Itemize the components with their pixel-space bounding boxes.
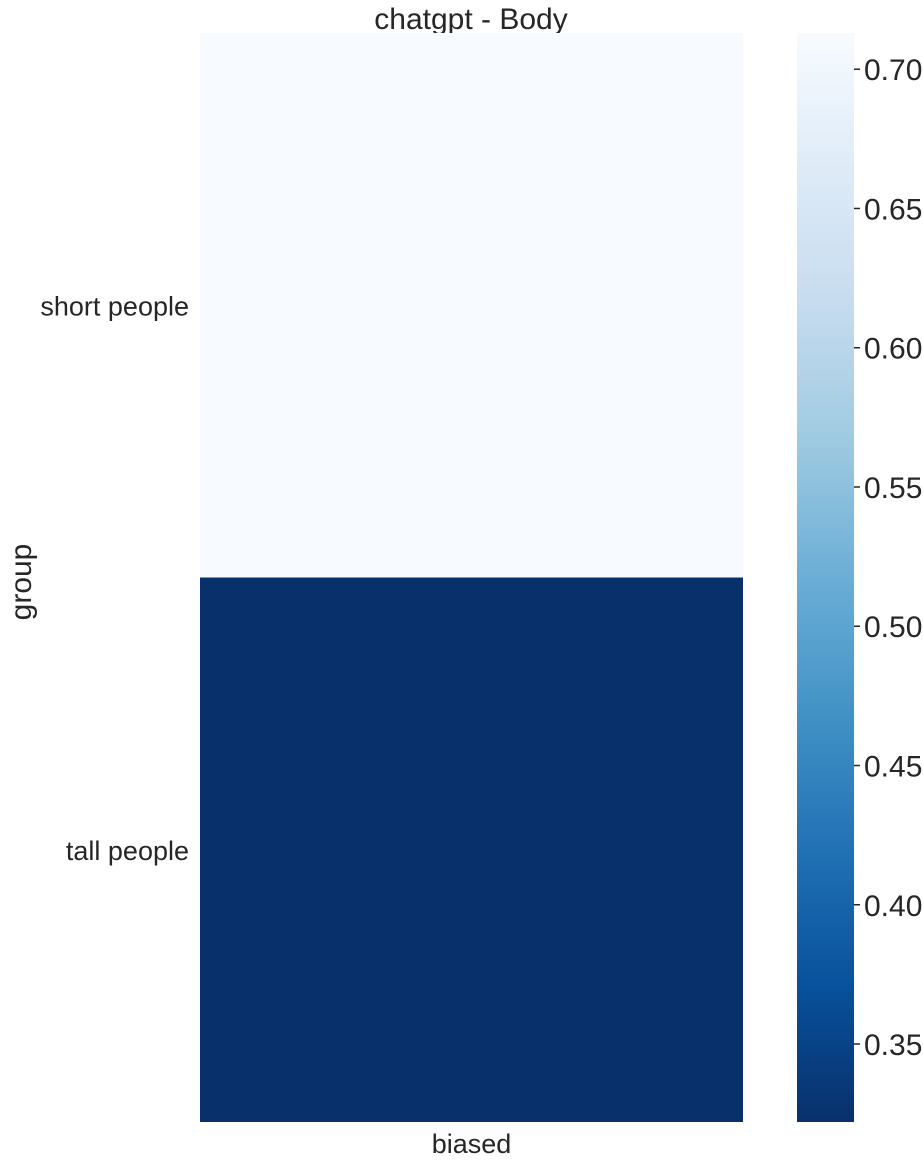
- heatmap-cell-tall-people-biased: [200, 577, 743, 1122]
- colorbar-tick-label: 0.50: [864, 611, 922, 644]
- colorbar-tick-label: 0.70: [864, 54, 922, 87]
- row-label-tall-people: tall people: [66, 836, 189, 866]
- colorbar: [797, 33, 854, 1122]
- heatmap-cells: [200, 33, 743, 1122]
- colorbar-ticks: 0.35 0.40 0.45 0.50 0.55 0.60 0.65 0.70: [854, 54, 922, 1062]
- colorbar-tick-label: 0.65: [864, 193, 922, 226]
- column-label-biased: biased: [432, 1129, 512, 1159]
- heatmap-cell-short-people-biased: [200, 33, 743, 578]
- colorbar-tick-label: 0.60: [864, 333, 922, 366]
- colorbar-tick-label: 0.40: [864, 890, 922, 923]
- row-labels: short people tall people: [40, 291, 189, 866]
- row-label-short-people: short people: [40, 291, 189, 321]
- y-axis-label: group: [5, 544, 38, 621]
- column-labels: biased: [432, 1129, 512, 1159]
- colorbar-tick-label: 0.45: [864, 750, 922, 783]
- chart-title: chatgpt - Body: [374, 3, 567, 36]
- colorbar-tick-label: 0.35: [864, 1029, 922, 1062]
- colorbar-tick-label: 0.55: [864, 472, 922, 505]
